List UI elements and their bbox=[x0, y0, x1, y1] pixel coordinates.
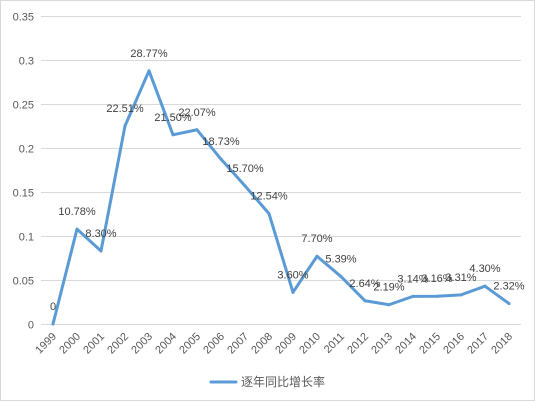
data-point bbox=[315, 254, 319, 258]
x-tick-label: 2007 bbox=[225, 331, 251, 357]
data-point bbox=[171, 133, 175, 137]
x-tick-label: 1999 bbox=[33, 331, 59, 357]
data-label: 3.16% bbox=[421, 273, 452, 285]
data-label: 2.19% bbox=[373, 282, 404, 294]
data-label: 10.78% bbox=[58, 206, 96, 218]
x-tick-label: 2005 bbox=[177, 331, 203, 357]
data-point bbox=[291, 290, 295, 294]
data-point bbox=[267, 212, 271, 216]
data-label: 28.77% bbox=[130, 48, 168, 60]
x-tick-label: 2016 bbox=[441, 331, 467, 357]
data-point bbox=[219, 157, 223, 161]
x-tick-label: 2001 bbox=[81, 331, 107, 357]
data-label: 2.64% bbox=[349, 278, 380, 290]
x-tick-label: 2000 bbox=[57, 331, 83, 357]
x-tick-label: 2014 bbox=[393, 331, 419, 357]
data-point bbox=[387, 303, 391, 307]
y-tick-label: 0.25 bbox=[13, 100, 34, 112]
data-point bbox=[411, 294, 415, 298]
data-point bbox=[147, 69, 151, 73]
data-label: 22.07% bbox=[178, 107, 216, 119]
data-label: 2.32% bbox=[493, 281, 524, 293]
data-point bbox=[51, 322, 55, 326]
data-label: 4.30% bbox=[469, 263, 500, 275]
data-label: 3.60% bbox=[277, 269, 308, 281]
data-point bbox=[459, 293, 463, 297]
y-tick-label: 0.3 bbox=[19, 56, 34, 68]
y-axis-tick-labels: 0 0.05 0.1 0.15 0.2 0.25 0.3 0.35 bbox=[13, 12, 34, 332]
y-tick-label: 0.15 bbox=[13, 188, 34, 200]
x-tick-label: 2013 bbox=[369, 331, 395, 357]
data-label: 12.54% bbox=[250, 191, 288, 203]
legend-label: 逐年同比增长率 bbox=[241, 374, 325, 389]
data-label: 22.51% bbox=[106, 103, 144, 115]
data-point bbox=[123, 124, 127, 128]
data-label: 3.31% bbox=[445, 272, 476, 284]
x-tick-label: 2011 bbox=[322, 331, 347, 356]
x-tick-label: 2018 bbox=[489, 331, 515, 357]
series-line bbox=[51, 69, 511, 326]
x-tick-label: 2017 bbox=[465, 331, 491, 357]
series-group bbox=[51, 69, 511, 326]
data-point bbox=[339, 275, 343, 279]
data-point bbox=[363, 299, 367, 303]
data-point bbox=[195, 128, 199, 132]
y-tick-label: 0.2 bbox=[19, 144, 34, 156]
data-point bbox=[243, 184, 247, 188]
x-tick-label: 2010 bbox=[297, 331, 323, 357]
data-labels: 0 10.78% 8.30% 22.51% 28.77% 21.50%22.07% 18.7… bbox=[50, 48, 525, 313]
x-tick-label: 2002 bbox=[105, 331, 131, 357]
y-tick-label: 0.35 bbox=[13, 12, 34, 24]
y-tick-label: 0 bbox=[28, 320, 34, 332]
data-label: 7.70% bbox=[301, 233, 332, 245]
data-label: 8.30% bbox=[85, 228, 116, 240]
legend: 逐年同比增长率 bbox=[209, 374, 325, 389]
y-tick-label: 0.1 bbox=[19, 232, 34, 244]
x-tick-label: 2004 bbox=[153, 331, 179, 357]
x-tick-label: 2008 bbox=[249, 331, 275, 357]
y-tick-label: 0.05 bbox=[13, 276, 34, 288]
data-label: 5.39% bbox=[325, 254, 356, 266]
data-point bbox=[483, 284, 487, 288]
x-tick-label: 2009 bbox=[273, 331, 299, 357]
data-label: 0 bbox=[50, 301, 56, 313]
x-tick-label: 2003 bbox=[129, 331, 155, 357]
data-point bbox=[507, 302, 511, 306]
data-point bbox=[75, 227, 79, 231]
data-label: 3.14% bbox=[397, 273, 428, 285]
data-point bbox=[435, 294, 439, 298]
data-label: 15.70% bbox=[226, 163, 264, 175]
x-tick-label: 2015 bbox=[417, 331, 443, 357]
data-label: 21.50% bbox=[154, 112, 192, 124]
x-tick-label: 2006 bbox=[201, 331, 227, 357]
x-axis-tick-labels: 1999200020012002200320042005200620072008… bbox=[33, 331, 515, 357]
data-point bbox=[99, 249, 103, 253]
data-label: 18.73% bbox=[202, 136, 240, 148]
x-tick-label: 2012 bbox=[345, 331, 371, 357]
